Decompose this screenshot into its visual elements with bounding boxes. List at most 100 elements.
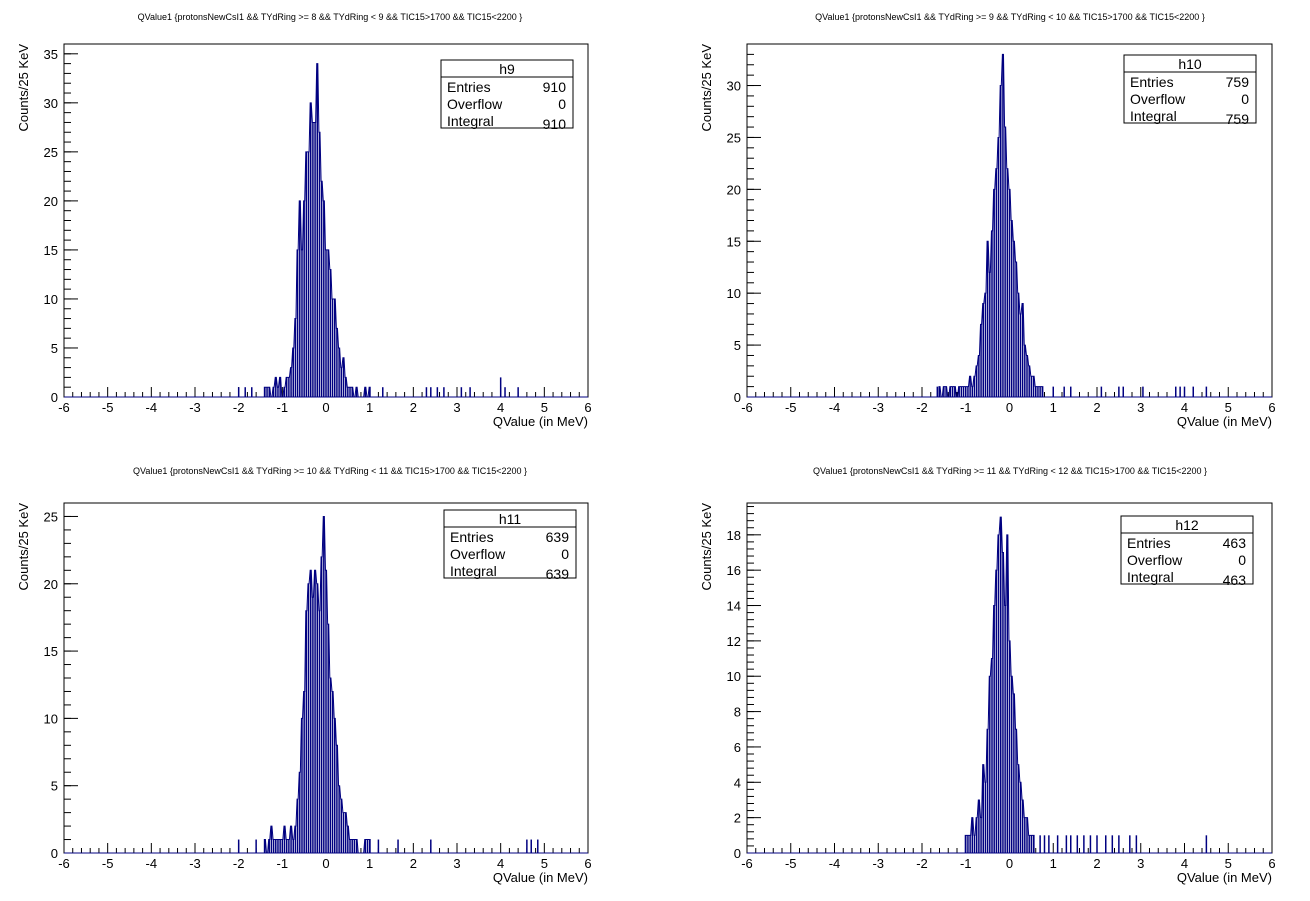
y-tick-label: 0 <box>734 390 741 405</box>
stats-label: Overflow <box>1127 552 1183 568</box>
stats-box: h9 Entries 910 Overflow 0 Integral 910 <box>440 59 574 132</box>
y-tick-label: 12 <box>727 634 741 649</box>
y-tick-label: 6 <box>734 740 741 755</box>
stats-label: Entries <box>1127 535 1171 551</box>
x-tick-label: -2 <box>233 856 245 871</box>
x-tick-label: 0 <box>322 856 329 871</box>
x-tick-label: -3 <box>872 400 884 415</box>
x-tick-label: 0 <box>322 400 329 415</box>
x-tick-label: -6 <box>741 856 753 871</box>
x-tick-label: 3 <box>1137 856 1144 871</box>
x-axis-label: QValue (in MeV) <box>493 414 588 429</box>
stats-value: 0 <box>1241 91 1249 107</box>
x-tick-label: -3 <box>189 400 201 415</box>
stats-value: 0 <box>1238 552 1246 568</box>
x-tick-label: 1 <box>366 856 373 871</box>
x-tick-label: 4 <box>1181 856 1188 871</box>
x-tick-label: -6 <box>741 400 753 415</box>
y-axis-label: Counts/25 KeV <box>699 44 714 132</box>
x-tick-label: -6 <box>58 400 70 415</box>
x-axis-label: QValue (in MeV) <box>493 870 588 885</box>
stats-box: h11 Entries 639 Overflow 0 Integral 639 <box>443 509 577 582</box>
x-tick-label: 4 <box>1181 400 1188 415</box>
x-tick-label: -5 <box>785 400 797 415</box>
histogram-line <box>263 63 371 398</box>
stats-value: 639 <box>546 529 570 545</box>
x-tick-label: -2 <box>233 400 245 415</box>
x-tick-label: 6 <box>1268 856 1275 871</box>
y-tick-label: 10 <box>44 711 58 726</box>
x-tick-label: 4 <box>497 856 504 871</box>
x-tick-label: -1 <box>960 400 972 415</box>
y-axis-label: Counts/25 KeV <box>699 503 714 591</box>
y-axis-label: Counts/25 KeV <box>16 503 31 591</box>
x-tick-label: -4 <box>146 400 158 415</box>
chart-title: QValue1 {protonsNewCsI1 && TYdRing >= 10… <box>133 466 527 476</box>
x-tick-label: 2 <box>1093 400 1100 415</box>
y-tick-label: 10 <box>727 669 741 684</box>
y-tick-label: 2 <box>734 811 741 826</box>
x-tick-label: -1 <box>277 400 289 415</box>
x-tick-label: -5 <box>785 856 797 871</box>
x-tick-label: -2 <box>916 856 928 871</box>
stats-label: Overflow <box>450 546 506 562</box>
x-tick-label: -4 <box>146 856 158 871</box>
stats-label: Overflow <box>447 96 503 112</box>
x-tick-label: 4 <box>497 400 504 415</box>
histogram-panel-2: QValue1 {protonsNewCsI1 && TYdRing >= 9 … <box>699 12 1276 429</box>
y-tick-label: 20 <box>44 577 58 592</box>
y-tick-label: 5 <box>51 341 58 356</box>
x-tick-label: 2 <box>410 400 417 415</box>
stats-histogram-name: h10 <box>1178 56 1202 72</box>
y-tick-label: 15 <box>727 234 741 249</box>
y-tick-label: 10 <box>44 292 58 307</box>
stats-label: Integral <box>447 113 494 129</box>
x-tick-label: 6 <box>1268 400 1275 415</box>
histogram-line <box>938 53 1044 398</box>
stats-value: 639 <box>546 566 570 582</box>
stats-value: 910 <box>543 116 567 132</box>
x-tick-label: 0 <box>1006 856 1013 871</box>
stats-histogram-name: h12 <box>1175 517 1199 533</box>
x-tick-label: 0 <box>1006 400 1013 415</box>
stats-value: 910 <box>543 79 567 95</box>
x-tick-label: 5 <box>1225 400 1232 415</box>
stats-box-frame <box>1120 515 1254 585</box>
y-tick-label: 0 <box>51 846 58 861</box>
stats-value: 463 <box>1223 535 1247 551</box>
x-tick-label: -2 <box>916 400 928 415</box>
y-tick-label: 30 <box>44 96 58 111</box>
stats-value: 0 <box>558 96 566 112</box>
y-tick-label: 14 <box>727 599 741 614</box>
y-tick-label: 25 <box>44 145 58 160</box>
histogram-panel-4: QValue1 {protonsNewCsI1 && TYdRing >= 11… <box>699 466 1276 885</box>
x-tick-label: 2 <box>1093 856 1100 871</box>
y-axis-label: Counts/25 KeV <box>16 44 31 132</box>
y-tick-label: 8 <box>734 705 741 720</box>
stats-box-frame <box>440 59 574 129</box>
x-tick-label: -4 <box>829 400 841 415</box>
x-tick-label: 1 <box>1050 400 1057 415</box>
x-tick-label: -5 <box>102 856 114 871</box>
x-tick-label: 5 <box>541 856 548 871</box>
stats-histogram-name: h9 <box>499 61 515 77</box>
y-tick-label: 10 <box>727 286 741 301</box>
x-axis-label: QValue (in MeV) <box>1177 414 1272 429</box>
y-tick-label: 15 <box>44 644 58 659</box>
stats-label: Integral <box>1127 569 1174 585</box>
x-tick-label: 5 <box>1225 856 1232 871</box>
x-tick-label: -1 <box>277 856 289 871</box>
y-tick-label: 35 <box>44 47 58 62</box>
histogram-line <box>263 515 371 854</box>
y-tick-label: 18 <box>727 528 741 543</box>
x-tick-label: 5 <box>541 400 548 415</box>
x-tick-label: 1 <box>1050 856 1057 871</box>
y-tick-label: 0 <box>734 846 741 861</box>
y-tick-label: 25 <box>727 130 741 145</box>
chart-title: QValue1 {protonsNewCsI1 && TYdRing >= 9 … <box>815 12 1205 22</box>
x-tick-label: -3 <box>189 856 201 871</box>
x-tick-label: -4 <box>829 856 841 871</box>
x-tick-label: -3 <box>872 856 884 871</box>
stats-histogram-name: h11 <box>499 511 522 527</box>
